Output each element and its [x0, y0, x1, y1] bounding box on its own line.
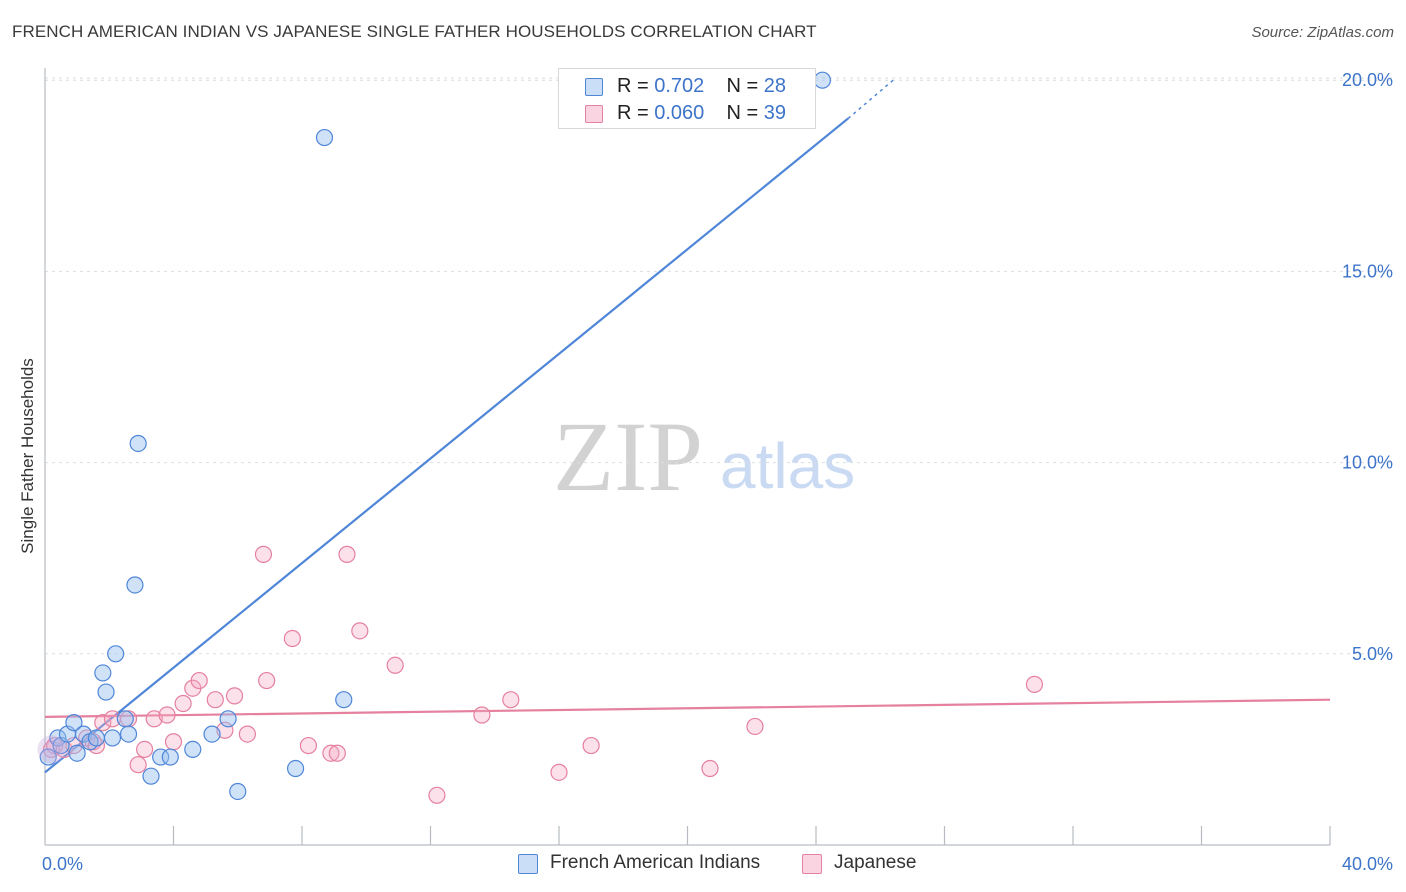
point-french-american-indians [813, 71, 832, 89]
point-french-american-indians [87, 729, 106, 747]
axes [44, 68, 1331, 846]
correlation-legend: R = 0.702 N = 28 R = 0.060 N = 39 [558, 68, 816, 129]
point-japanese [328, 744, 346, 762]
point-french-american-indians [65, 714, 83, 732]
legend-swatch-pink [585, 105, 603, 123]
point-french-american-indians [103, 729, 122, 747]
legend-r-label: R = [617, 102, 649, 124]
y-tick-label: 20.0% [1342, 70, 1393, 90]
point-japanese [502, 691, 520, 709]
point-japanese [174, 694, 192, 713]
data-points [37, 71, 1044, 804]
point-french-american-indians [94, 664, 112, 682]
grid [45, 77, 1394, 655]
point-japanese [701, 759, 719, 778]
point-japanese [206, 691, 224, 709]
point-japanese [473, 706, 491, 724]
point-japanese [164, 733, 183, 751]
trend-line-japanese [44, 698, 1331, 718]
legend-n-label: N = [726, 102, 759, 124]
legend-n-value: 28 [763, 75, 787, 97]
point-japanese [238, 725, 256, 743]
point-japanese [322, 744, 340, 762]
point-french-american-indians [219, 710, 237, 728]
watermark-zip: ZIP [553, 401, 703, 512]
series-legend-label: Japanese [834, 852, 917, 873]
trend-line-french-american-indians [44, 117, 849, 774]
point-japanese [582, 736, 600, 755]
point-french-american-indians [161, 748, 179, 766]
point-japanese [283, 629, 301, 648]
x-tick-label-max: 40.0% [1342, 854, 1393, 874]
point-japanese [746, 717, 764, 736]
y-tick-labels: 5.0% 10.0% 15.0% 20.0% [1342, 70, 1393, 664]
legend-r-label: R = [617, 75, 649, 97]
point-japanese [254, 545, 273, 563]
point-french-american-indians [119, 725, 138, 743]
point-french-american-indians [203, 725, 221, 743]
point-japanese [1025, 675, 1044, 693]
point-french-american-indians [68, 744, 86, 762]
series-legend-label: French American Indians [550, 852, 761, 873]
point-japanese [351, 622, 369, 640]
point-french-american-indians [286, 759, 305, 778]
point-french-american-indians [116, 710, 134, 728]
watermark-atlas: atlas [720, 430, 855, 502]
point-french-american-indians [142, 767, 160, 785]
point-japanese [145, 710, 163, 728]
legend-n-label: N = [726, 75, 759, 97]
point-japanese [225, 687, 244, 705]
point-japanese [550, 763, 568, 781]
chart-source: Source: ZipAtlas.com [1251, 24, 1394, 41]
legend-swatch-blue [585, 78, 603, 96]
point-japanese [135, 740, 154, 759]
trend-lines [44, 79, 1331, 774]
point-japanese [338, 545, 356, 563]
chart-title: FRENCH AMERICAN INDIAN VS JAPANESE SINGL… [12, 22, 817, 41]
point-french-american-indians [315, 128, 334, 147]
point-french-american-indians [184, 740, 202, 759]
series-swatch-pink [802, 854, 822, 874]
point-japanese [94, 714, 112, 732]
point-french-american-indians [39, 748, 57, 766]
point-japanese [299, 736, 318, 755]
point-french-american-indians [335, 691, 353, 709]
point-french-american-indians [97, 683, 115, 701]
x-tick-labels: 0.0% 40.0% [42, 854, 1393, 874]
series-swatch-blue [518, 854, 538, 874]
point-french-american-indians [152, 748, 170, 766]
x-tick-label-min: 0.0% [42, 854, 83, 874]
point-japanese [386, 656, 404, 674]
point-japanese [258, 671, 276, 690]
y-tick-label: 15.0% [1342, 261, 1393, 281]
point-japanese [190, 671, 208, 690]
point-french-american-indians [129, 434, 147, 453]
point-cluster-overlap [37, 735, 66, 764]
y-tick-label: 10.0% [1342, 453, 1393, 473]
legend-r-value: 0.060 [654, 102, 705, 124]
point-french-american-indians [107, 645, 125, 663]
point-japanese [158, 706, 176, 724]
trend-line-extension [847, 79, 894, 120]
series-legend: French American Indians Japanese [0, 851, 1406, 879]
point-french-american-indians [126, 576, 144, 594]
legend-n-value: 39 [763, 102, 787, 124]
point-japanese [428, 786, 446, 804]
legend-r-value: 0.702 [654, 75, 705, 97]
point-french-american-indians [229, 782, 247, 801]
point-japanese [129, 756, 147, 774]
y-tick-label: 5.0% [1352, 644, 1393, 664]
watermark: ZIP atlas [553, 401, 855, 512]
